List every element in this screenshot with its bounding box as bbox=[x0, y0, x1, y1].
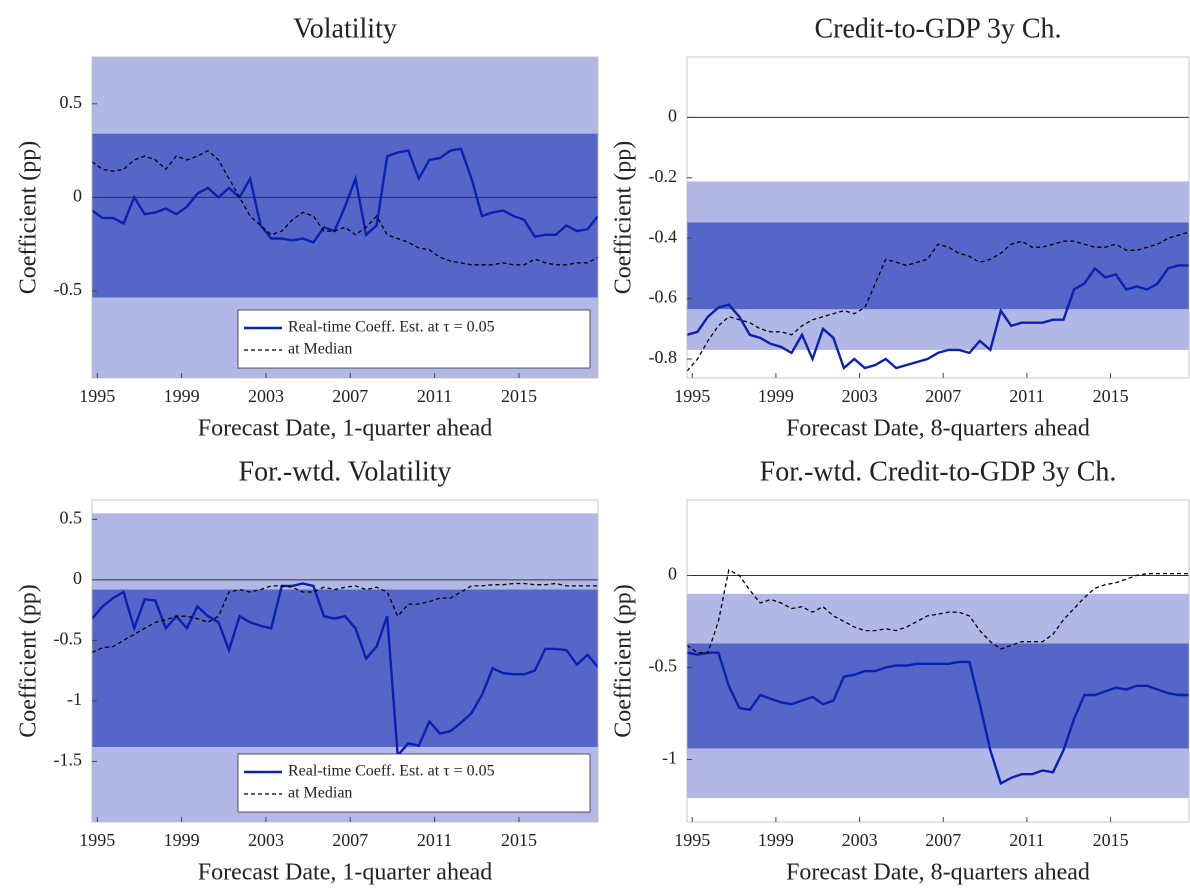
y-tick-label: -0.5 bbox=[649, 656, 678, 676]
x-axis-label: Forecast Date, 1-quarter ahead bbox=[198, 416, 493, 442]
quantile-band bbox=[687, 643, 1189, 749]
axes-frame bbox=[91, 499, 599, 823]
plot-area bbox=[687, 568, 1189, 799]
x-tick-label: 2011 bbox=[1009, 386, 1044, 406]
x-tick-label: 1995 bbox=[674, 386, 710, 406]
x-tick-label: 2007 bbox=[925, 386, 961, 406]
y-tick-label: -0.4 bbox=[649, 226, 678, 246]
x-tick-label: 2003 bbox=[248, 830, 284, 850]
y-tick-label: -0.5 bbox=[54, 279, 83, 299]
plot-area bbox=[687, 116, 1189, 372]
series-line bbox=[687, 231, 1189, 372]
y-tick-label: -1 bbox=[67, 689, 82, 709]
series-line bbox=[687, 264, 1189, 371]
axes-frame bbox=[686, 499, 1190, 823]
y-tick-label: 0 bbox=[73, 568, 82, 588]
x-tick-label: 2007 bbox=[332, 386, 368, 406]
legend-label: Real-time Coeff. Est. at τ = 0.05 bbox=[288, 763, 495, 780]
legend-label: at Median bbox=[288, 341, 352, 358]
chart-title: Volatility bbox=[293, 13, 397, 44]
axes-frame bbox=[686, 56, 1190, 379]
y-tick-label: 0.5 bbox=[60, 507, 83, 527]
y-tick-label: 0.5 bbox=[60, 92, 83, 112]
chart-title: For.-wtd. Volatility bbox=[239, 456, 452, 487]
x-tick-label: 2015 bbox=[1093, 830, 1129, 850]
x-axis-label: Forecast Date, 1-quarter ahead bbox=[198, 860, 493, 886]
legend-box bbox=[237, 753, 591, 813]
quantile-band bbox=[92, 133, 598, 298]
y-tick-label: -0.8 bbox=[649, 347, 678, 367]
y-tick-label: -0.2 bbox=[649, 166, 678, 186]
chart-title: Credit-to-GDP 3y Ch. bbox=[814, 13, 1061, 44]
series-line bbox=[92, 149, 598, 266]
x-tick-label: 2003 bbox=[842, 386, 878, 406]
y-axis-label: Coefficient (pp) bbox=[16, 141, 42, 295]
y-tick-label: 0 bbox=[668, 106, 677, 126]
x-tick-label: 2011 bbox=[417, 830, 452, 850]
legend-box bbox=[237, 309, 591, 369]
y-tick-label: -1.5 bbox=[54, 750, 83, 770]
x-tick-label: 1999 bbox=[164, 386, 200, 406]
x-tick-label: 1999 bbox=[758, 386, 794, 406]
x-axis-label: Forecast Date, 8-quarters ahead bbox=[786, 860, 1090, 886]
x-tick-label: 2015 bbox=[1093, 386, 1129, 406]
x-tick-label: 2003 bbox=[842, 830, 878, 850]
y-axis-label: Coefficient (pp) bbox=[611, 141, 637, 295]
y-tick-label: -0.5 bbox=[54, 629, 83, 649]
y-tick-label: 0 bbox=[73, 186, 82, 206]
series-line bbox=[92, 582, 598, 654]
x-tick-label: 2015 bbox=[501, 830, 537, 850]
x-tick-label: 1999 bbox=[758, 830, 794, 850]
quantile-band bbox=[687, 222, 1189, 310]
legend-label: Real-time Coeff. Est. at τ = 0.05 bbox=[288, 319, 495, 336]
quantile-band bbox=[92, 589, 598, 747]
x-tick-label: 2007 bbox=[925, 830, 961, 850]
x-tick-label: 1995 bbox=[674, 830, 710, 850]
x-tick-label: 2011 bbox=[417, 386, 452, 406]
series-line bbox=[92, 147, 598, 244]
x-tick-label: 1999 bbox=[164, 830, 200, 850]
y-tick-label: 0 bbox=[668, 564, 677, 584]
series-line bbox=[687, 568, 1189, 654]
x-tick-label: 2003 bbox=[248, 386, 284, 406]
y-axis-label: Coefficient (pp) bbox=[16, 584, 42, 738]
series-line bbox=[687, 651, 1189, 786]
chart-title: For.-wtd. Credit-to-GDP 3y Ch. bbox=[760, 456, 1117, 487]
axes-frame bbox=[91, 56, 599, 379]
legend-label: at Median bbox=[288, 785, 352, 802]
y-tick-label: -0.6 bbox=[649, 287, 678, 307]
x-tick-label: 1995 bbox=[79, 830, 115, 850]
y-axis-label: Coefficient (pp) bbox=[611, 584, 637, 738]
y-tick-label: -1 bbox=[662, 748, 677, 768]
x-tick-label: 1995 bbox=[79, 386, 115, 406]
x-tick-label: 2011 bbox=[1009, 830, 1044, 850]
x-axis-label: Forecast Date, 8-quarters ahead bbox=[786, 416, 1090, 442]
x-tick-label: 2007 bbox=[332, 830, 368, 850]
x-tick-label: 2015 bbox=[501, 386, 537, 406]
